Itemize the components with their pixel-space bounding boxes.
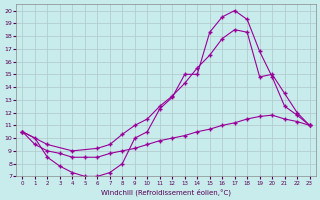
- X-axis label: Windchill (Refroidissement éolien,°C): Windchill (Refroidissement éolien,°C): [101, 188, 231, 196]
